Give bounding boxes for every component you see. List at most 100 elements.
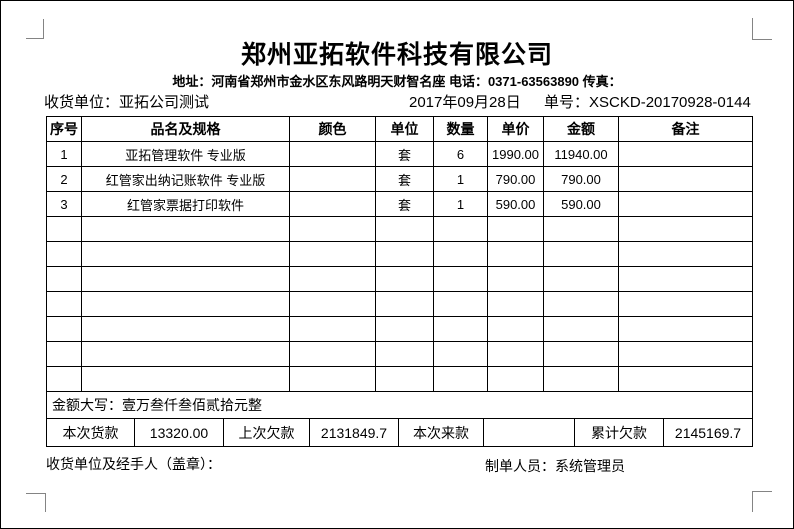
print-margin-mark-top-right [752, 18, 772, 40]
table-cell [487, 291, 544, 317]
previous-arrears-label: 上次欠款 [223, 418, 310, 447]
table-cell [81, 266, 290, 292]
table-cell [618, 191, 753, 217]
table-row: 3 红管家票据打印软件套 1 590.00 590.00 [46, 191, 753, 217]
column-header-seq: 序号 [46, 116, 82, 142]
receiver-value: 亚拓公司测试 [119, 94, 210, 111]
table-cell: 套 [375, 141, 434, 167]
table-cell: 1990.00 [487, 141, 544, 167]
order-number-value: XSCKD-20170928-0144 [589, 94, 751, 111]
current-payment-value: 13320.00 [134, 418, 224, 447]
table-cell [487, 241, 544, 267]
company-title: 郑州亚拓软件科技有限公司 [240, 41, 553, 69]
column-header-unit: 单位 [375, 116, 434, 142]
table-cell [289, 366, 376, 392]
table-cell [81, 366, 290, 392]
table-cell [289, 316, 376, 342]
order-info-row: 收货单位：亚拓公司测试 2017年09月28日 单号：XSCKD-2017092… [1, 91, 793, 111]
signature-row: 收货单位及经手人（盖章）： 制单人员：系统管理员 [1, 452, 793, 474]
receiver-label: 收货单位： [44, 94, 120, 111]
table-cell [618, 266, 753, 292]
print-margin-mark-bottom-left [26, 493, 46, 512]
table-cell [289, 141, 376, 167]
table-cell [433, 366, 488, 392]
table-cell [289, 291, 376, 317]
table-cell [81, 316, 290, 342]
table-cell: 590.00 [543, 191, 619, 217]
current-payment-label: 本次货款 [46, 418, 135, 447]
table-cell [618, 341, 753, 367]
table-cell [543, 216, 619, 242]
amount-in-words-row: 金额大写：壹万叁仟叁佰贰拾元整 [46, 391, 753, 419]
table-row [46, 341, 753, 367]
table-row [46, 216, 753, 242]
table-cell [618, 366, 753, 392]
print-margin-mark-bottom-right [752, 491, 772, 512]
table-cell [487, 266, 544, 292]
amount-in-words-value: 壹万叁仟叁佰贰拾元整 [122, 397, 262, 413]
payment-summary-table: 本次货款 13320.00 上次欠款 2131849.7 本次来款 累计欠款 2… [46, 418, 753, 447]
table-cell [433, 316, 488, 342]
table-cell [375, 316, 434, 342]
table-cell: 红管家票据打印软件 [81, 191, 290, 217]
receiver-signature-label: 收货单位及经手人（盖章）： [46, 456, 221, 472]
table-row: 1 亚拓管理软件 专业版 套 6 1990.00 11940.00 [46, 141, 753, 167]
received-payment-label: 本次来款 [398, 418, 484, 447]
table-cell [46, 216, 82, 242]
table-cell [375, 216, 434, 242]
table-cell [81, 341, 290, 367]
table-cell [46, 316, 82, 342]
amount-in-words-label: 金额大写： [52, 397, 122, 413]
table-cell [46, 266, 82, 292]
order-date: 2017年09月28日 [409, 94, 521, 111]
total-arrears-value: 2145169.7 [663, 418, 753, 447]
table-cell: 2 [46, 166, 82, 192]
table-row [46, 366, 753, 392]
table-cell [289, 191, 376, 217]
table-cell [375, 366, 434, 392]
order-number-label: 单号： [544, 94, 590, 111]
total-arrears-label: 累计欠款 [574, 418, 664, 447]
table-row [46, 291, 753, 317]
table-cell [487, 366, 544, 392]
table-cell [81, 216, 290, 242]
table-cell [543, 341, 619, 367]
table-cell [543, 316, 619, 342]
table-cell: 红管家出纳记账软件 专业版 [81, 166, 290, 192]
print-margin-mark-top-left [26, 19, 44, 39]
table-cell [46, 291, 82, 317]
table-cell: 套 [375, 166, 434, 192]
table-cell [433, 291, 488, 317]
table-row [46, 316, 753, 342]
amount-in-words: 金额大写：壹万叁仟叁佰贰拾元整 [46, 391, 753, 419]
table-cell [289, 266, 376, 292]
column-header-amount: 金额 [543, 116, 619, 142]
table-cell: 亚拓管理软件 专业版 [81, 141, 290, 167]
payment-summary-row: 本次货款 13320.00 上次欠款 2131849.7 本次来款 累计欠款 2… [46, 418, 753, 447]
document-maker-value: 系统管理员 [555, 458, 625, 474]
receiver-unit: 收货单位：亚拓公司测试 [44, 91, 209, 112]
table-cell [46, 241, 82, 267]
column-header-product: 品名及规格 [81, 116, 290, 142]
table-cell [618, 291, 753, 317]
table-cell [375, 266, 434, 292]
table-cell: 1 [46, 141, 82, 167]
table-row [46, 241, 753, 267]
table-cell: 790.00 [543, 166, 619, 192]
table-cell [543, 366, 619, 392]
table-cell [433, 266, 488, 292]
table-cell [289, 166, 376, 192]
table-cell [81, 291, 290, 317]
column-header-quantity: 数量 [433, 116, 488, 142]
table-cell [618, 316, 753, 342]
table-cell [618, 141, 753, 167]
table-cell [433, 341, 488, 367]
order-number: 单号：XSCKD-20170928-0144 [544, 91, 751, 112]
table-cell: 套 [375, 191, 434, 217]
table-cell [543, 266, 619, 292]
table-cell: 6 [433, 141, 488, 167]
items-table-header-row: 序号 品名及规格 颜色 单位 数量 单价 金额 备注 [46, 116, 753, 142]
received-payment-value [483, 418, 575, 447]
table-cell [289, 341, 376, 367]
